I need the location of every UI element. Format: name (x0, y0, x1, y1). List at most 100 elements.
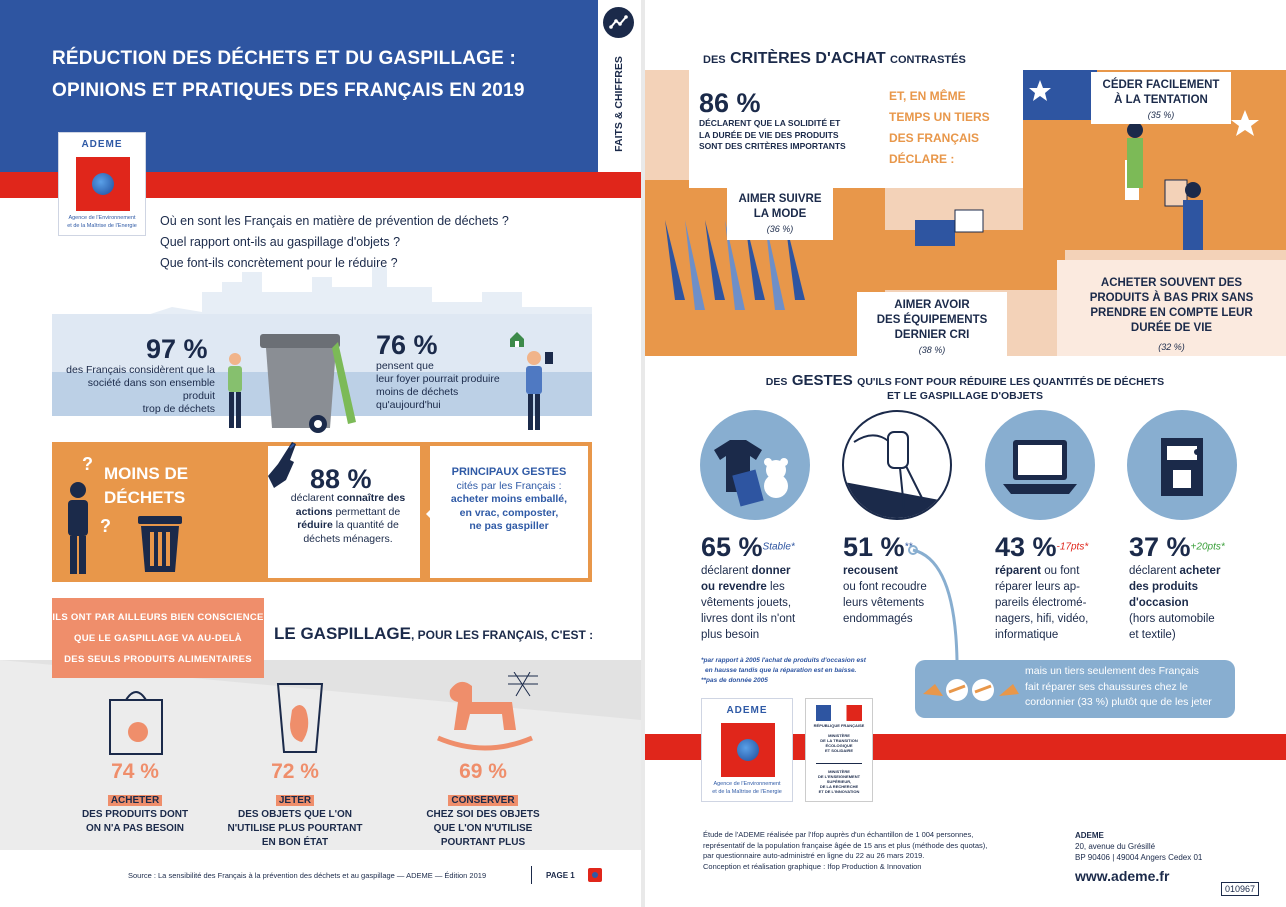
ademe-logo-page2-sub1: Agence de l'Environnement (713, 781, 781, 787)
label-ceder: CÉDER FACILEMENT À LA TENTATION (35 %) (1091, 72, 1231, 124)
shoes-line2: fait réparer ses chaussures chez le (1025, 680, 1188, 693)
equipements-line2: DES ÉQUIPEMENTS (876, 314, 988, 326)
stat-reparent-l2b: réparer leurs ap- (995, 581, 1081, 593)
trend-icon (603, 7, 634, 38)
mode-line2: LA MODE (753, 208, 807, 220)
stat-recousent-trend: ** (904, 541, 913, 553)
stat-86-line3: SONT DES CRITÈRES IMPORTANTS (699, 141, 846, 151)
stat-reparent-l1b: réparent (995, 565, 1042, 577)
footnote-3: **pas de donnée 2005 (701, 677, 768, 684)
gaspillage-title: LE GASPILLAGE, POUR LES FRANÇAIS, C'EST … (274, 624, 593, 644)
conscience-text: ILS ONT PAR AILLEURS BIEN CONSCIENCE QUE… (52, 607, 264, 670)
stat-recousent-l2a: ou font (843, 581, 879, 593)
gestes-title: PRINCIPAUX GESTES (451, 466, 567, 478)
gestes-section-title-line1: DES GESTES QU'ILS FONT POUR RÉDUIRE LES … (705, 372, 1225, 390)
waste-2-value: 72 % (271, 760, 319, 783)
study-l1: Étude de l'ADEME réalisée par l'Ifop aup… (703, 830, 974, 839)
stat-occasion-value: 37 % (1129, 532, 1191, 562)
stat-donner-l2: ou revendre les (701, 579, 831, 595)
criteres-title: DES CRITÈRES D'ACHAT CONTRASTÉS (703, 50, 966, 68)
gestes-line3: en vrac, composter, (459, 506, 559, 519)
study-l4: Conception et réalisation graphique : If… (703, 861, 922, 871)
page-title-line2: OPINIONS ET PRATIQUES DES FRANÇAIS EN 20… (52, 80, 525, 101)
stat-88-value: 88 % (310, 464, 372, 494)
stat-occasion-trend: +20pts* (1190, 541, 1225, 553)
moins-dechets-line2: DÉCHETS (104, 488, 186, 507)
stat-donner-l3: vêtements jouets, (701, 597, 792, 609)
stat-donner-l2b: les (770, 581, 785, 593)
coffee-machine-icon (1127, 410, 1237, 520)
gestes-title-small2: QU'ILS FONT POUR RÉDUIRE LES QUANTITÉS D… (857, 376, 1165, 388)
glass-icon (274, 680, 326, 756)
gestes-line2: acheter moins emballé, (450, 493, 568, 505)
side-tab: FAITS & CHIFFRES (598, 0, 641, 172)
ministry-text-2: MINISTÈRE DE L'ENSEIGNEMENT SUPÉRIEUR, D… (808, 769, 870, 794)
stat-occasion-l1: déclarent acheter (1129, 563, 1259, 579)
tiers-text: ET, EN MÊME TEMPS UN TIERS DES FRANÇAIS … (889, 86, 990, 170)
waste-2-line3: EN BON ÉTAT (261, 837, 329, 848)
ministry-l1: MINISTÈRE (828, 733, 850, 738)
website-link[interactable]: www.ademe.fr (1075, 868, 1170, 884)
ministry2-l1: MINISTÈRE (828, 769, 850, 774)
criteres-big: CRITÈRES D'ACHAT (730, 50, 886, 67)
bas-prix-pct: (32 %) (1158, 342, 1185, 352)
study-l2: représentatif de la population française… (703, 840, 988, 850)
connector-line (908, 545, 959, 661)
waste-1-action-wrap: ACHETER (60, 790, 210, 808)
stat-88-line3-b: la quantité de (335, 519, 399, 531)
stat-recousent-value: 51 % (843, 532, 905, 562)
stat-occasion-text: déclarent acheter des produits d'occasio… (1129, 563, 1259, 643)
waste-3-line3: POURTANT PLUS (440, 837, 526, 848)
stat-reparent-l3: pareils électromé- (995, 597, 1087, 609)
reference-number: 010967 (1221, 882, 1260, 896)
side-label: FAITS & CHIFFRES (613, 56, 625, 152)
stat-86-box (689, 70, 1023, 188)
stat-donner-l1b: donner (751, 565, 791, 577)
stat-reparent: 43 %-17pts* réparent ou font réparer leu… (995, 532, 1125, 643)
gestes-section-title-line2: ET LE GASPILLAGE D'OBJETS (887, 390, 1043, 402)
stat-97-line2: société dans son ensemble produit (87, 377, 215, 402)
stat-97-line3: trop de déchets (142, 403, 215, 415)
stat-88-line1-a: déclarent (290, 492, 334, 504)
svg-text:?: ? (100, 516, 110, 536)
waste-2-action: JETER (275, 795, 315, 806)
stat-76-line2: leur foyer pourrait produire (376, 373, 500, 385)
stat-reparent-l1: réparent ou font (995, 563, 1125, 579)
bas-prix-line2: PRODUITS À BAS PRIX SANS (1089, 292, 1254, 304)
gestes-section-title: DES GESTES QU'ILS FONT POUR RÉDUIRE LES … (705, 372, 1225, 402)
intro-questions: Où en sont les Français en matière de pr… (160, 211, 509, 274)
stat-86-line1: DÉCLARENT QUE LA SOLIDITÉ ET (699, 118, 841, 128)
ademe-logo-subtitle-1: Agence de l'Environnement (68, 215, 136, 221)
address-name: ADEME (1075, 831, 1104, 840)
stat-recousent-head: 51 %** (843, 532, 973, 563)
stat-donner-l5: plus besoin (701, 629, 760, 641)
small-globe-icon (592, 872, 598, 878)
gestes-title-big: GESTES (791, 372, 853, 389)
stat-97-line1: des Français considèrent que la (66, 364, 215, 376)
trash-bin-illustration (258, 332, 358, 436)
stat-76-line3: moins de déchets (376, 386, 459, 398)
waste-item-2: 72 % JETER DES OBJETS QUE L'ON N'UTILISE… (220, 760, 370, 850)
waste-3-action: CONSERVER (448, 795, 518, 806)
shoes-line1: mais un tiers seulement des Français (1025, 665, 1199, 677)
stat-88-line3: réduire la quantité de (280, 519, 416, 533)
stat-donner-l1: déclarent donner (701, 563, 831, 579)
hand-icon (266, 440, 302, 496)
ministry-l2: DE LA TRANSITION (820, 738, 858, 743)
gestes-title-small1: DES (765, 376, 788, 388)
stat-recousent-l1: recousent (843, 563, 973, 579)
stat-occasion-l4: et textile) (1129, 629, 1176, 641)
label-equipements: AIMER AVOIR DES ÉQUIPEMENTS DERNIER CRI … (857, 292, 1007, 356)
stat-occasion-l2b: d'occasion (1129, 597, 1189, 609)
page-title-line1: RÉDUCTION DES DÉCHETS ET DU GASPILLAGE : (52, 48, 517, 69)
ademe-logo-page2-sub2: et de la Maîtrise de l'Energie (712, 789, 782, 795)
stat-88-box (268, 446, 420, 578)
conscience-line3: DES SEULS PRODUITS ALIMENTAIRES (64, 654, 252, 665)
stat-donner-head: 65 %Stable* (701, 532, 831, 563)
equipements-line3: DERNIER CRI (894, 329, 970, 341)
stat-88-line2-b: permettant de (335, 505, 401, 518)
conscience-line2: QUE LE GASPILLAGE VA AU-DELÀ (74, 633, 242, 644)
equipements-line1: AIMER AVOIR (894, 299, 970, 311)
stat-88-line4: déchets ménagers. (303, 532, 393, 545)
footnote-1: *par rapport à 2005 l'achat de produits … (701, 657, 866, 664)
